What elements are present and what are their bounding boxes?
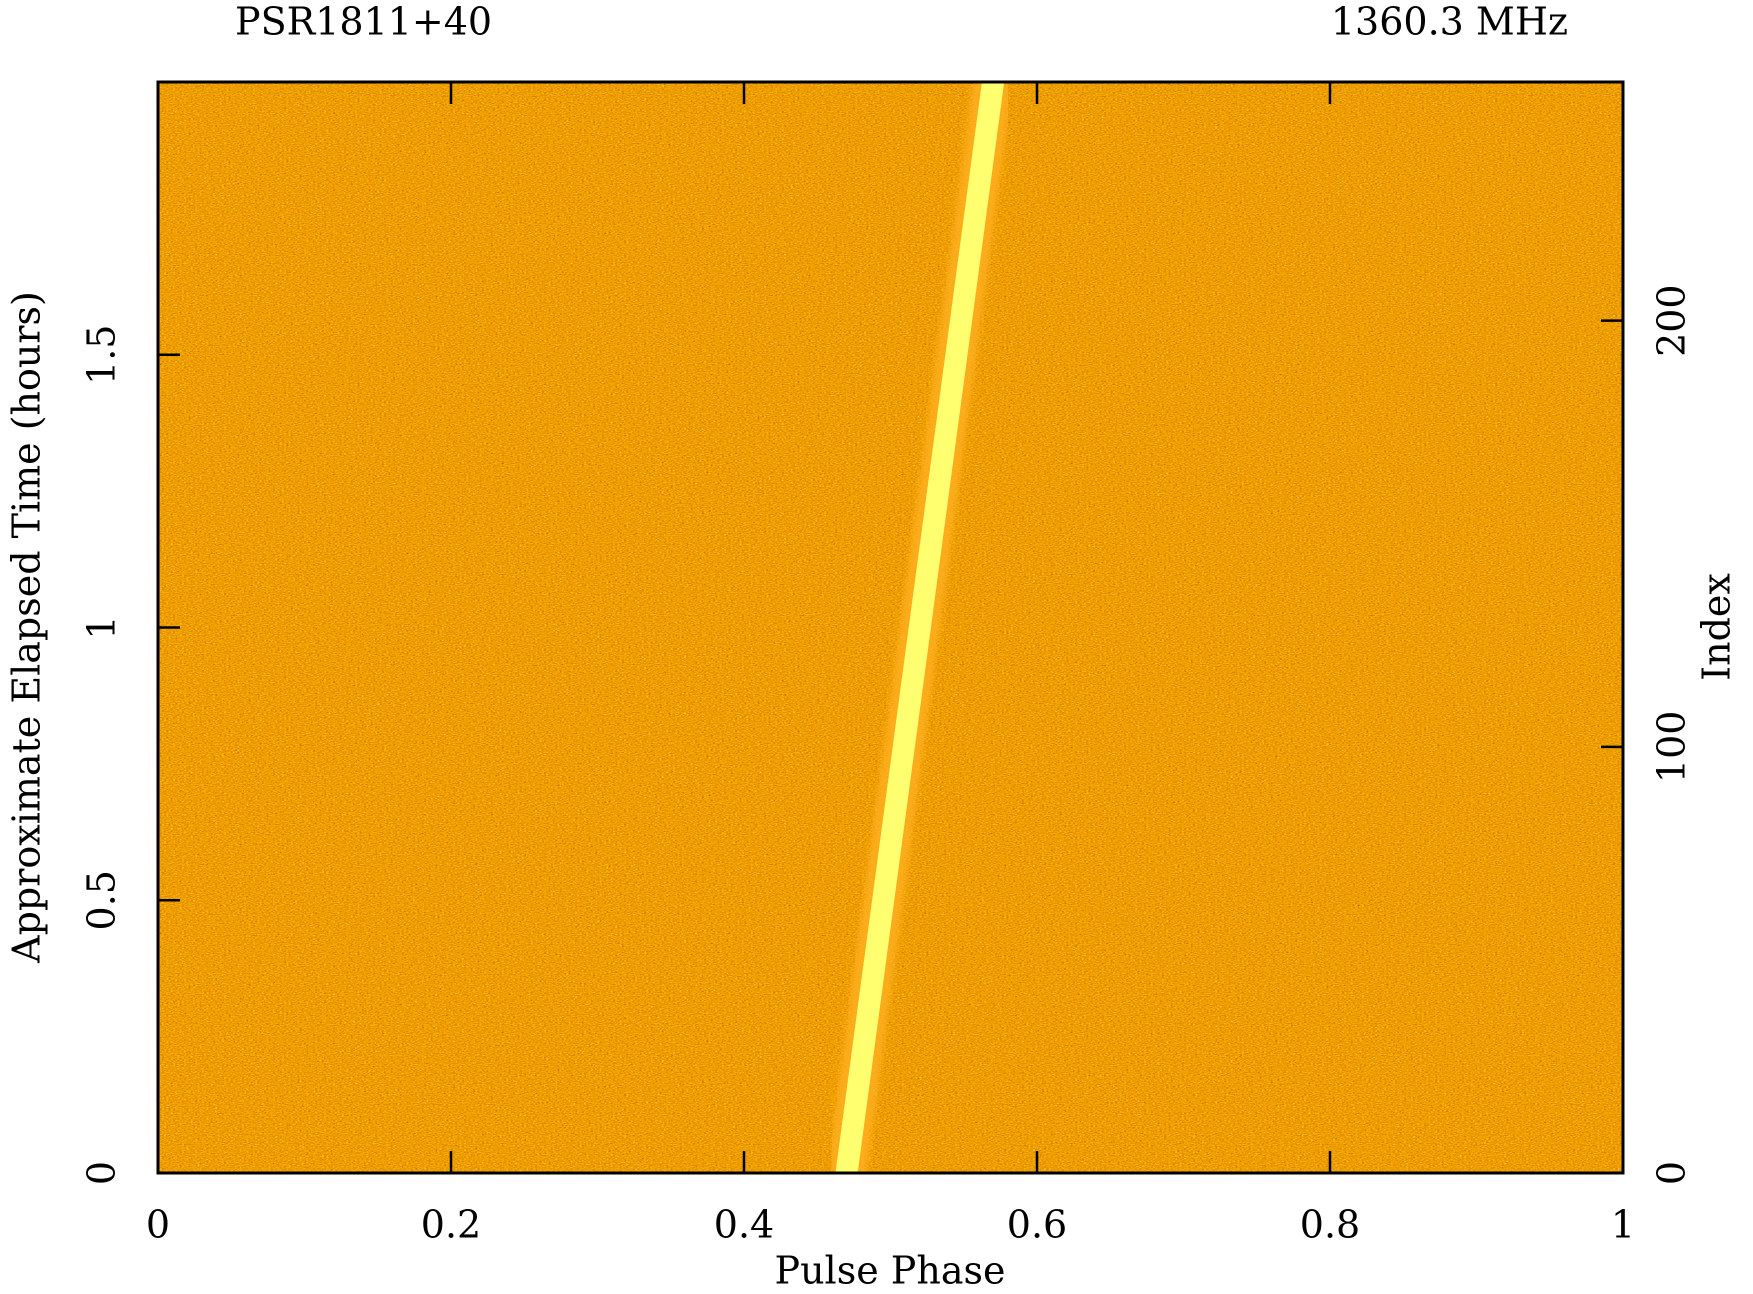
y-tick-label: 0.5 [80,870,124,930]
plot-area [826,82,1013,1173]
y2-tick-label: 200 [1650,284,1694,357]
y-tick-label: 1 [80,615,124,639]
chart-title: PSR1811+40 [235,0,492,44]
y-tick-label: 0 [80,1161,124,1185]
y-tick-label: 1.5 [80,325,124,385]
x-tick-label: 1 [1611,1203,1635,1247]
x-tick-label: 0.6 [1007,1203,1067,1247]
x-tick-label: 0.4 [714,1203,774,1247]
pulse-track [835,82,1004,1173]
chart-subtitle: 1360.3 MHz [1331,0,1568,44]
y2-tick-label: 0 [1650,1161,1694,1185]
y2-tick-label: 100 [1650,711,1694,784]
x-axis-label: Pulse Phase [775,1249,1006,1293]
x-tick-label: 0.8 [1300,1203,1360,1247]
y-axis-label: Approximate Elapsed Time (hours) [5,291,49,964]
noise-background [158,82,1623,1173]
x-tick-label: 0.2 [421,1203,481,1247]
x-tick-label: 0 [146,1203,170,1247]
y2-axis-label: Index [1695,573,1739,681]
